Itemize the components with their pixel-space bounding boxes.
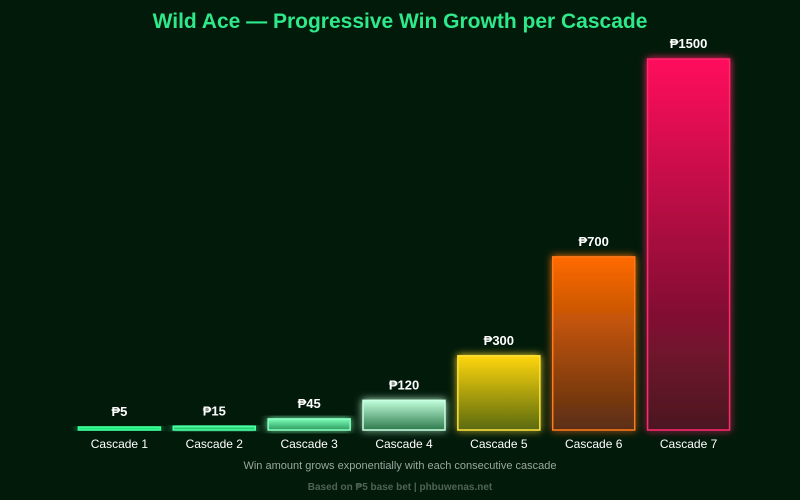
value-label-7: ₱1500 [670,36,708,51]
chart-title: Wild Ace — Progressive Win Growth per Ca… [153,10,648,33]
category-label-5: Cascade 5 [470,437,528,451]
category-label-4: Cascade 4 [375,437,433,451]
bar-6 [551,256,636,431]
category-label-6: Cascade 6 [565,437,623,451]
category-label-2: Cascade 2 [186,437,244,451]
category-label-1: Cascade 1 [91,437,149,451]
bar-5 [457,355,541,431]
bar-3 [267,418,351,431]
bar-4 [362,399,446,431]
chart-footer: Based on ₱5 base bet | phbuwenas.net [308,482,493,493]
value-label-6: ₱700 [579,234,609,249]
category-label-7: Cascade 7 [660,437,718,451]
value-labels-layer: ₱5 ₱15 ₱45 ₱120 ₱300 ₱700 ₱1500 [111,36,707,419]
bars-layer [77,58,731,431]
value-label-1: ₱5 [111,404,127,419]
value-label-3: ₱45 [298,396,321,411]
category-label-3: Cascade 3 [280,437,338,451]
bar-7 [646,58,731,431]
chart-subtitle: Win amount grows exponentially with each… [243,460,556,472]
value-label-2: ₱15 [203,403,226,418]
value-label-5: ₱300 [484,333,514,348]
bar-2 [172,425,257,431]
bar-1 [77,426,162,431]
value-label-4: ₱120 [389,377,419,392]
category-labels-layer: Cascade 1 Cascade 2 Cascade 3 Cascade 4 Casc… [91,437,718,451]
